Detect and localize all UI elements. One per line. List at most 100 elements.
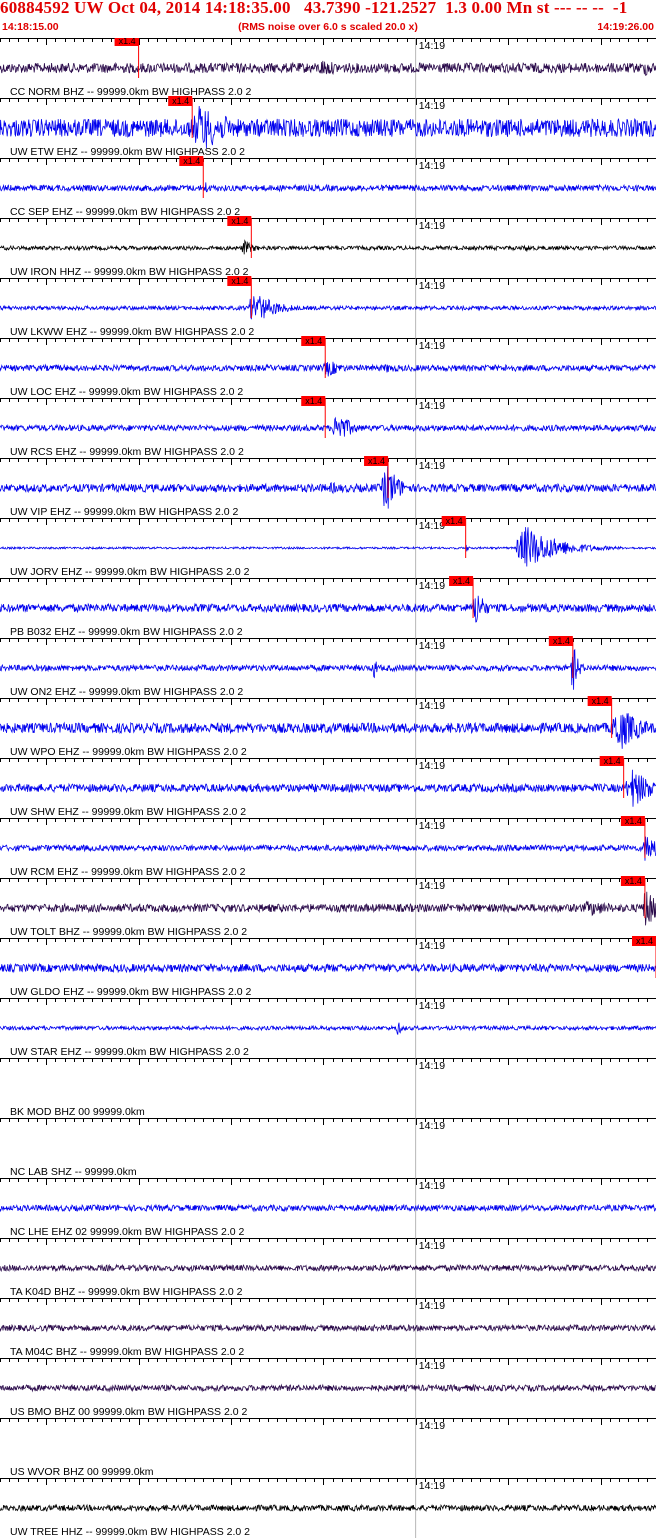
minute-label: 14:19 <box>419 940 445 952</box>
station-label: UW IRON HHZ -- 99999.0km BW HIGHPASS 2.0… <box>10 266 249 278</box>
pick-marker-label: x1.4 <box>231 276 248 286</box>
pick-marker <box>548 636 573 646</box>
pick-marker <box>301 336 326 346</box>
station-label: TA M04C BHZ -- 99999.0km BW HIGHPASS 2.0… <box>10 1346 244 1358</box>
pick-marker <box>587 696 612 706</box>
minute-label: 14:19 <box>419 220 445 232</box>
pick-marker <box>620 816 645 826</box>
station-label: CC SEP EHZ -- 99999.0km BW HIGHPASS 2.0 … <box>10 206 240 218</box>
pick-marker-label: x1.4 <box>636 936 653 946</box>
waveform-trace <box>0 466 656 509</box>
event-title: 60884592 UW Oct 04, 2014 14:18:35.00 43.… <box>0 0 628 17</box>
pick-marker <box>227 216 252 226</box>
waveform-trace <box>0 60 656 76</box>
minute-label: 14:19 <box>419 100 445 112</box>
minute-label: 14:19 <box>419 40 445 52</box>
waveform-trace <box>0 182 656 193</box>
waveform-trace <box>0 713 656 749</box>
pick-marker <box>179 156 204 166</box>
pick-marker-label: x1.4 <box>625 816 642 826</box>
pick-marker-label: x1.4 <box>305 336 322 346</box>
minute-label: 14:19 <box>419 1360 445 1372</box>
minute-label: 14:19 <box>419 1480 445 1492</box>
minute-label: 14:19 <box>419 880 445 892</box>
pick-marker <box>168 96 193 106</box>
waveform-trace <box>0 648 656 690</box>
waveform-trace <box>0 1263 656 1273</box>
waveform-trace <box>0 595 656 623</box>
station-label: NC LAB SHZ -- 99999.0km <box>10 1166 137 1178</box>
minute-label: 14:19 <box>419 1240 445 1252</box>
station-label: US BMO BHZ 00 99999.0km BW HIGHPASS 2.0 … <box>10 1406 247 1418</box>
start-time-label: 14:18:15.00 <box>2 21 59 33</box>
station-label: UW SHW EHZ -- 99999.0km BW HIGHPASS 2.0 … <box>10 806 246 818</box>
waveform-trace <box>0 1503 656 1513</box>
end-time-label: 14:19:26.00 <box>597 21 654 33</box>
station-label: BK MOD BHZ 00 99999.0km <box>10 1106 145 1118</box>
minute-label: 14:19 <box>419 1180 445 1192</box>
minute-label: 14:19 <box>419 1000 445 1012</box>
waveform-trace <box>0 361 656 377</box>
pick-marker <box>301 396 326 406</box>
pick-marker-label: x1.4 <box>592 696 609 706</box>
pick-marker <box>599 756 624 766</box>
minute-label: 14:19 <box>419 820 445 832</box>
pick-marker-label: x1.4 <box>453 576 470 586</box>
station-label: UW LKWW EHZ -- 99999.0km BW HIGHPASS 2.0… <box>10 326 254 338</box>
waveform-trace <box>0 296 656 320</box>
minute-label: 14:19 <box>419 160 445 172</box>
pick-marker-label: x1.4 <box>172 96 189 106</box>
pick-marker-label: x1.4 <box>446 516 463 526</box>
station-label: UW ETW EHZ -- 99999.0km BW HIGHPASS 2.0 … <box>10 146 245 158</box>
minute-label: 14:19 <box>419 520 445 532</box>
pick-marker-label: x1.4 <box>368 456 385 466</box>
station-label: UW RCS EHZ -- 99999.0km BW HIGHPASS 2.0 … <box>10 446 244 458</box>
plot-header: 60884592 UW Oct 04, 2014 14:18:35.00 43.… <box>0 0 656 38</box>
waveform-trace <box>0 527 656 567</box>
pick-marker <box>620 876 645 886</box>
minute-label: 14:19 <box>419 640 445 652</box>
station-label: UW LOC EHZ -- 99999.0km BW HIGHPASS 2.0 … <box>10 386 243 398</box>
station-label: UW TOLT BHZ -- 99999.0km BW HIGHPASS 2.0… <box>10 926 247 938</box>
waveform-trace <box>0 836 656 861</box>
minute-label: 14:19 <box>419 1300 445 1312</box>
station-label: TA K04D BHZ -- 99999.0km BW HIGHPASS 2.0… <box>10 1286 243 1298</box>
waveform-trace <box>0 416 656 437</box>
pick-marker <box>632 936 656 946</box>
pick-marker-label: x1.4 <box>305 396 322 406</box>
station-label: US WVOR BHZ 00 99999.0km <box>10 1466 154 1478</box>
waveform-trace <box>0 1383 656 1393</box>
pick-marker <box>441 516 466 526</box>
waveform-trace <box>0 105 656 149</box>
waveform-trace <box>0 962 656 974</box>
minute-label: 14:19 <box>419 400 445 412</box>
pick-marker-label: x1.4 <box>119 38 136 46</box>
minute-label: 14:19 <box>419 1420 445 1432</box>
pick-marker <box>364 456 389 466</box>
minute-label: 14:19 <box>419 1060 445 1072</box>
minute-label: 14:19 <box>419 460 445 472</box>
waveform-trace <box>0 239 656 255</box>
waveform-trace <box>0 769 656 807</box>
pick-marker <box>449 576 474 586</box>
pick-marker-label: x1.4 <box>183 156 200 166</box>
station-label: UW ON2 EHZ -- 99999.0km BW HIGHPASS 2.0 … <box>10 686 243 698</box>
pick-marker-label: x1.4 <box>625 876 642 886</box>
station-label: PB B032 EHZ -- 99999.0km BW HIGHPASS 2.0… <box>10 626 243 638</box>
station-label: UW STAR EHZ -- 99999.0km BW HIGHPASS 2.0… <box>10 1046 249 1058</box>
station-label: UW TREE HHZ -- 99999.0km BW HIGHPASS 2.0… <box>10 1526 250 1538</box>
waveform-trace <box>0 1323 656 1333</box>
station-label: UW GLDO EHZ -- 99999.0km BW HIGHPASS 2.0… <box>10 986 252 998</box>
station-label: CC NORM BHZ -- 99999.0km BW HIGHPASS 2.0… <box>10 86 252 98</box>
scaling-subtitle: (RMS noise over 6.0 s scaled 20.0 x) <box>238 21 418 33</box>
pick-marker-label: x1.4 <box>231 216 248 226</box>
minute-label: 14:19 <box>419 1120 445 1132</box>
minute-label: 14:19 <box>419 700 445 712</box>
minute-label: 14:19 <box>419 760 445 772</box>
station-label: UW VIP EHZ -- 99999.0km BW HIGHPASS 2.0 … <box>10 506 239 518</box>
station-label: NC LHE EHZ 02 99999.0km BW HIGHPASS 2.0 … <box>10 1226 245 1238</box>
waveform-trace <box>0 891 656 926</box>
station-label: UW JORV EHZ -- 99999.0km BW HIGHPASS 2.0… <box>10 566 250 578</box>
pick-marker <box>114 38 139 46</box>
